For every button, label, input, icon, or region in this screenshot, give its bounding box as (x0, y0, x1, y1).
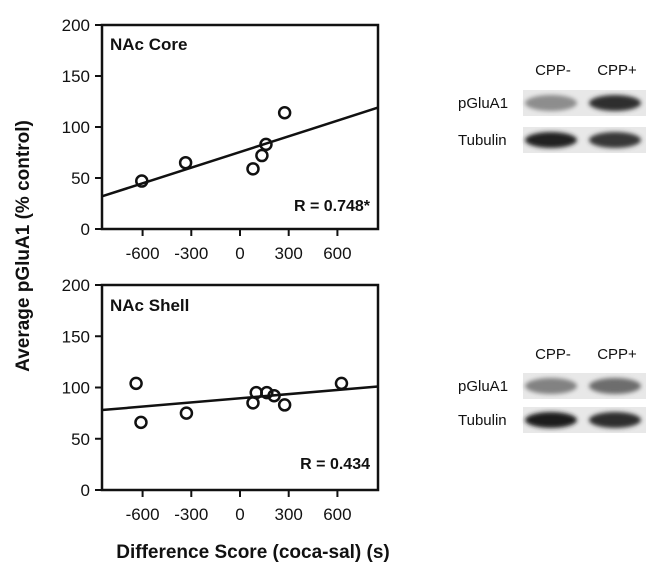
data-point (246, 162, 260, 176)
x-tick-label: 0 (235, 505, 244, 524)
y-tick-label: 200 (62, 16, 90, 35)
x-tick-label: -300 (174, 505, 208, 524)
blot-band (525, 95, 577, 111)
y-tick-label: 0 (81, 220, 90, 239)
blot-row-label: Tubulin (458, 132, 507, 149)
x-tick-label: 600 (323, 505, 351, 524)
data-point (277, 398, 292, 412)
x-tick-label: 300 (275, 505, 303, 524)
western-blot-shell: CPP- CPP+ pGluA1 Tubulin (458, 346, 646, 433)
data-point (178, 155, 193, 170)
regression-line (101, 106, 379, 198)
correlation-annotation: R = 0.748* (294, 198, 371, 215)
blot-column-label: CPP+ (597, 346, 637, 363)
blot-row-label: pGluA1 (458, 378, 508, 395)
data-point (277, 105, 292, 120)
blot-band (525, 132, 577, 148)
x-axis-label: Difference Score (coca-sal) (s) (116, 542, 390, 563)
x-tick-label: -300 (174, 244, 208, 263)
data-point (259, 137, 273, 152)
data-point (267, 388, 281, 403)
data-point (334, 376, 349, 391)
y-tick-label: 100 (62, 118, 90, 137)
data-point (260, 385, 274, 400)
chart-title: NAc Core (110, 35, 187, 54)
blot-row-label: pGluA1 (458, 95, 508, 112)
data-point (129, 376, 143, 391)
x-tick-label: -600 (126, 505, 160, 524)
regression-line (101, 385, 379, 412)
y-tick-label: 200 (62, 276, 90, 295)
x-tick-label: -600 (126, 244, 160, 263)
blot-column-label: CPP+ (597, 62, 637, 79)
data-point (179, 406, 194, 420)
y-tick-label: 150 (62, 67, 90, 86)
y-tick-label: 0 (81, 481, 90, 500)
y-tick-label: 50 (71, 169, 90, 188)
chart-panel-core: NAc Core R = 0.748* 0 50 100 150 200 -600 -300… (62, 16, 380, 263)
blot-column-label: CPP- (535, 62, 571, 79)
y-axis-label: Average pGluA1 (% control) (13, 120, 34, 372)
data-point (255, 148, 269, 163)
blot-band (525, 378, 577, 394)
data-point (134, 415, 148, 430)
blot-band (589, 412, 641, 428)
blot-row-label: Tubulin (458, 412, 507, 429)
x-tick-label: 600 (323, 244, 351, 263)
western-blot-core: CPP- CPP+ pGluA1 Tubulin (458, 62, 646, 153)
y-tick-label: 50 (71, 430, 90, 449)
data-point (135, 174, 149, 188)
blot-band (589, 95, 641, 111)
blot-band (589, 132, 641, 148)
y-tick-label: 100 (62, 379, 90, 398)
chart-panel-shell: NAc Shell R = 0.434 0 50 100 150 200 -600 -300… (62, 276, 380, 524)
blot-column-label: CPP- (535, 346, 571, 363)
x-tick-label: 300 (275, 244, 303, 263)
chart-title: NAc Shell (110, 296, 189, 315)
blot-band (589, 378, 641, 394)
correlation-annotation: R = 0.434 (300, 456, 370, 473)
blot-band (525, 412, 577, 428)
y-tick-label: 150 (62, 327, 90, 346)
x-tick-label: 0 (235, 244, 244, 263)
